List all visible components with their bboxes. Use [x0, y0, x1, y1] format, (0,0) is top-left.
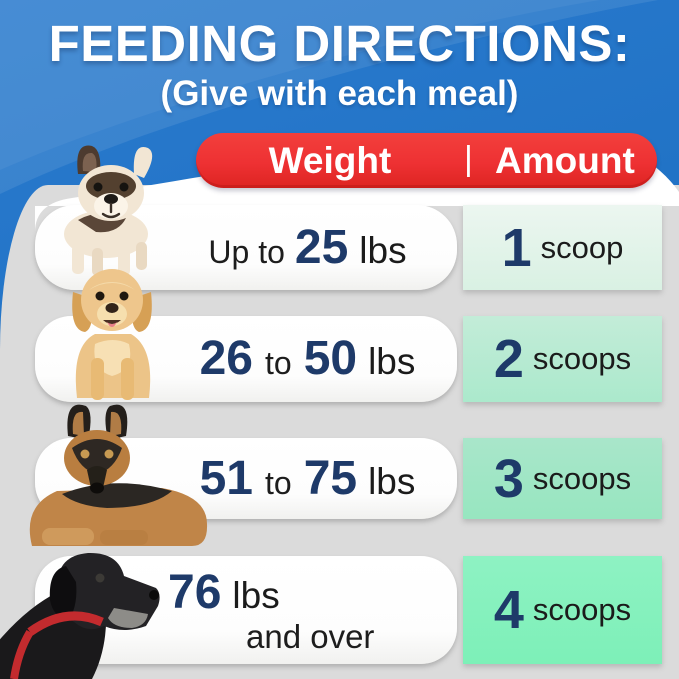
- weight-cell: 51 to 75 lbs: [158, 438, 457, 519]
- german-shepherd-illustration: [29, 404, 208, 546]
- weight-prefix: Up to: [208, 234, 285, 270]
- weight-unit: lbs: [368, 341, 416, 382]
- weight-joiner: to: [265, 345, 292, 381]
- weight-cell: 76 lbs and over: [168, 556, 468, 664]
- table-column-header: Weight | Amount: [196, 133, 657, 188]
- french-bulldog-illustration: [64, 145, 153, 276]
- weight-value-to: 50: [303, 332, 358, 385]
- amount-cell: 1 scoop: [463, 205, 662, 290]
- amount-unit: scoops: [532, 592, 632, 627]
- weight-cell: Up to 25 lbs: [158, 205, 457, 290]
- amount-cell: 4 scoops: [463, 556, 662, 664]
- weight-value: 25: [294, 221, 349, 274]
- amount-value: 1: [501, 217, 532, 278]
- amount-cell: 2 scoops: [463, 316, 662, 402]
- amount-value: 4: [493, 580, 524, 640]
- weight-joiner: to: [265, 465, 292, 501]
- page-subtitle: (Give with each meal): [160, 74, 519, 113]
- page-title: FEEDING DIRECTIONS:: [48, 15, 631, 72]
- amount-unit: scoops: [532, 460, 632, 496]
- column-label-weight: Weight: [268, 139, 392, 181]
- weight-value-to: 75: [303, 452, 358, 505]
- amount-unit: scoop: [540, 229, 624, 265]
- amount-cell: 3 scoops: [463, 438, 662, 519]
- weight-suffix: and over: [246, 617, 375, 655]
- great-dane-illustration: [0, 552, 160, 679]
- weight-value: 51: [199, 452, 253, 505]
- amount-value: 2: [493, 329, 524, 389]
- weight-unit: lbs: [368, 461, 416, 502]
- column-separator: |: [464, 140, 473, 178]
- amount-unit: scoops: [532, 341, 632, 376]
- weight-unit: lbs: [232, 574, 280, 616]
- column-label-amount: Amount: [495, 139, 635, 181]
- weight-cell: 26 to 50 lbs: [158, 316, 457, 402]
- golden-retriever-puppy-illustration: [72, 269, 152, 400]
- weight-unit: lbs: [359, 230, 407, 271]
- weight-value: 26: [199, 332, 253, 385]
- amount-value: 3: [493, 448, 524, 509]
- weight-value: 76: [168, 565, 222, 619]
